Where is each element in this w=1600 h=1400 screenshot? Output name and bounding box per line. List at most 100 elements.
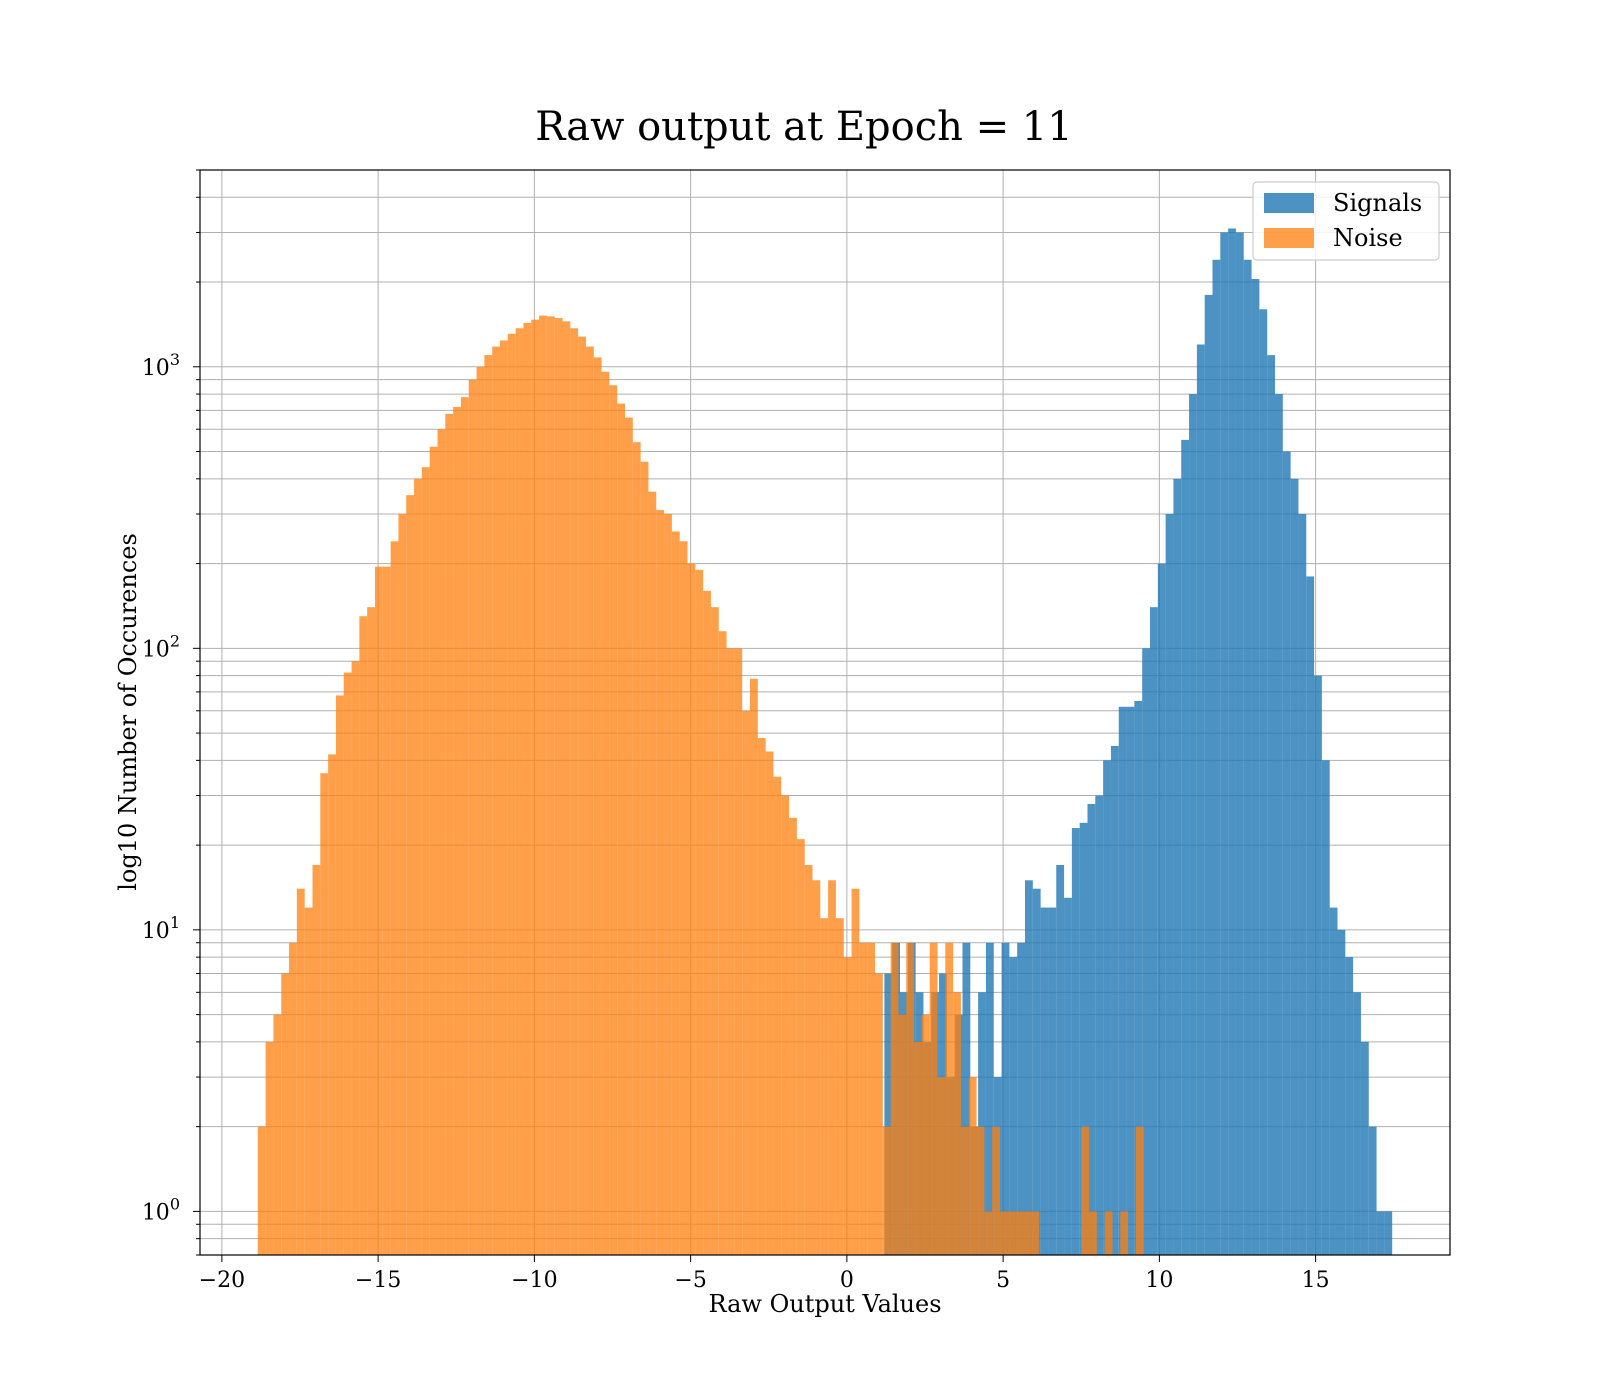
bar-noise — [648, 491, 657, 1255]
bar-signals — [1048, 907, 1057, 1255]
legend-swatch-noise — [1264, 228, 1314, 248]
bar-signals — [1040, 907, 1049, 1255]
bar-signals — [978, 992, 986, 1255]
bar-signals — [884, 973, 893, 1255]
bar-signals — [1157, 563, 1166, 1255]
bar-signals — [1353, 992, 1361, 1255]
bar-noise — [367, 607, 375, 1255]
bar-noise — [281, 973, 290, 1255]
bar-signals — [1087, 803, 1096, 1255]
bar-noise — [492, 346, 500, 1255]
bar-noise — [890, 942, 899, 1255]
bar-signals — [1181, 439, 1190, 1255]
bar-signals — [1243, 259, 1252, 1255]
bar-noise — [898, 1014, 907, 1255]
bar-noise — [710, 607, 719, 1255]
bar-noise — [406, 495, 415, 1255]
bar-noise — [679, 541, 688, 1255]
bar-noise — [734, 648, 743, 1255]
bar-signals — [1267, 355, 1275, 1255]
bar-noise — [695, 569, 704, 1255]
bar-noise — [601, 371, 610, 1255]
bar-signals — [1189, 394, 1197, 1255]
bar-noise — [500, 340, 508, 1256]
bar-noise — [289, 942, 297, 1255]
legend-label-signals: Signals — [1333, 189, 1422, 217]
x-tick-label: −20 — [199, 1268, 245, 1293]
bar-noise — [609, 385, 618, 1256]
bar-signals — [1228, 228, 1236, 1256]
bar-noise — [929, 942, 938, 1255]
bar-signals — [1110, 745, 1119, 1255]
bar-signals — [1251, 279, 1260, 1255]
bar-signals — [1329, 907, 1338, 1255]
bar-noise — [773, 776, 782, 1255]
bar-noise — [906, 942, 915, 1255]
bar-noise — [953, 992, 961, 1255]
bar-signals — [1306, 576, 1315, 1255]
bar-signals — [1368, 1126, 1377, 1255]
bar-noise — [1031, 1211, 1040, 1255]
bar-noise — [812, 880, 821, 1255]
bar-noise — [843, 957, 852, 1255]
bar-signals — [1235, 232, 1244, 1255]
y-tick-label: 103 — [142, 350, 180, 381]
y-axis-label: log10 Number of Occurences — [114, 533, 142, 891]
bar-noise — [859, 942, 868, 1255]
y-tick-label: 100 — [142, 1194, 180, 1225]
bar-noise — [273, 1014, 282, 1255]
bar-signals — [1150, 607, 1158, 1255]
bar-noise — [1089, 1211, 1097, 1255]
bar-noise — [968, 1077, 977, 1255]
bar-noise — [1023, 1211, 1032, 1255]
x-axis-label: Raw Output Values — [708, 1290, 941, 1318]
bar-signals — [1314, 675, 1322, 1255]
bar-signals — [1259, 309, 1268, 1255]
bar-noise — [265, 1041, 274, 1255]
chart-title: Raw output at Epoch = 11 — [535, 104, 1072, 150]
bar-signals — [1290, 478, 1299, 1255]
bar-noise — [320, 773, 329, 1255]
bar-signals — [1009, 957, 1018, 1255]
bar-noise — [375, 566, 383, 1255]
bar-noise — [921, 1014, 930, 1255]
x-tick-label: 10 — [1145, 1268, 1173, 1293]
bar-noise — [640, 461, 649, 1256]
bar-noise — [382, 566, 391, 1255]
x-tick-label: −10 — [511, 1268, 557, 1293]
bar-signals — [1079, 822, 1088, 1255]
bar-noise — [328, 754, 336, 1255]
bar-noise — [304, 907, 313, 1255]
bar-signals — [1298, 513, 1307, 1255]
bar-signals — [1064, 897, 1072, 1255]
bar-noise — [578, 336, 586, 1256]
bar-noise — [867, 942, 875, 1255]
bar-signals — [1321, 760, 1330, 1255]
bar-signals — [1360, 1041, 1369, 1255]
bar-signals — [985, 942, 994, 1255]
bar-noise — [742, 710, 750, 1255]
bar-noise — [453, 406, 461, 1255]
bar-signals — [1345, 957, 1354, 1255]
bar-noise — [445, 413, 454, 1255]
bar-noise — [882, 1126, 891, 1255]
bar-signals — [1025, 880, 1033, 1255]
bar-noise — [476, 366, 485, 1255]
bar-signals — [1212, 259, 1221, 1255]
x-tick-label: 0 — [840, 1268, 854, 1293]
bar-noise — [1000, 1211, 1008, 1255]
bar-noise — [312, 864, 321, 1255]
bar-signals — [1275, 394, 1283, 1255]
bar-noise — [351, 661, 360, 1255]
x-tick-label: 15 — [1302, 1268, 1330, 1293]
bar-signals — [1282, 451, 1291, 1255]
bar-noise — [1015, 1211, 1024, 1255]
bar-noise — [1104, 1211, 1113, 1255]
bar-noise — [703, 590, 711, 1255]
bar-noise — [875, 973, 883, 1255]
bar-noise — [804, 864, 813, 1255]
ticks-layer: −20 −15 −10 −5 0 5 10 15 100 101 102 103 — [142, 169, 1330, 1293]
bar-noise — [671, 531, 680, 1255]
bar-noise — [656, 509, 665, 1256]
